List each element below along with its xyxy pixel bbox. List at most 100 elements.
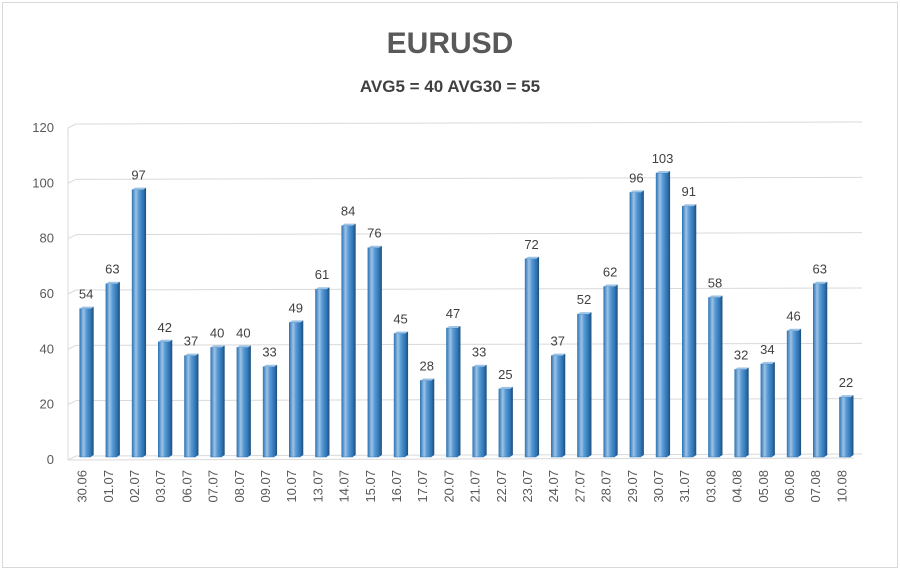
bar	[813, 281, 828, 458]
bar-top	[289, 320, 304, 323]
bar-top	[813, 281, 828, 284]
bar	[655, 171, 671, 458]
bar-front	[682, 205, 694, 458]
bar-top	[367, 245, 382, 248]
y-tick-label: 100	[32, 175, 54, 190]
bar	[682, 204, 697, 458]
bar-front	[577, 313, 589, 458]
bar	[498, 386, 513, 458]
x-tick-label: 01.07	[101, 470, 116, 503]
bar-top	[787, 328, 802, 331]
x-axis: 30.06 01.07 02.07 03.07 06.07 07.07 08.07 09.07…	[75, 470, 850, 503]
x-tick-label: 23.07	[520, 470, 535, 503]
bar-side	[693, 204, 697, 457]
bar-top	[158, 339, 173, 342]
gridline	[75, 232, 863, 236]
bar	[158, 339, 173, 458]
y-tick-label: 20	[40, 397, 54, 412]
bar-front	[708, 297, 720, 458]
x-tick-label: 30.07	[651, 470, 666, 503]
gridline	[75, 342, 863, 346]
bar	[551, 353, 566, 458]
bar-top	[839, 395, 854, 398]
x-tick-label: 10.08	[834, 470, 849, 503]
y-axis: 0 20 40 60 80 100 120	[32, 120, 54, 467]
x-tick-label: 03.08	[703, 470, 718, 503]
bar	[786, 328, 802, 458]
bar-side	[274, 364, 278, 457]
bar-front	[158, 341, 170, 458]
bar	[79, 306, 94, 458]
bar-front	[262, 366, 275, 458]
x-tick-label: 21.07	[468, 470, 483, 503]
bar-side	[614, 284, 618, 457]
bar	[603, 284, 618, 458]
bar-top	[446, 325, 461, 328]
bar-top	[551, 353, 566, 356]
y-tick-label: 40	[40, 341, 54, 356]
bar-front	[472, 366, 484, 458]
bar	[315, 287, 330, 458]
bar-top	[472, 364, 487, 367]
bar	[341, 223, 356, 458]
data-label: 37	[551, 334, 565, 349]
bar-top	[577, 312, 592, 315]
x-tick-label: 14.07	[337, 470, 352, 503]
bar	[839, 395, 854, 458]
bar	[105, 281, 120, 458]
x-tick-label: 20.07	[441, 470, 456, 503]
gridline-depth	[67, 178, 77, 184]
bar-front	[367, 247, 380, 458]
x-tick-label: 09.07	[258, 470, 273, 503]
x-tick-label: 24.07	[546, 470, 561, 503]
x-tick-label: 04.08	[730, 470, 745, 503]
bar-side	[169, 339, 173, 457]
bar-top	[263, 364, 278, 367]
data-label: 47	[446, 306, 460, 321]
bar-top	[315, 287, 330, 290]
gridline	[75, 121, 863, 125]
x-tick-label: 31.07	[677, 470, 692, 503]
bar	[577, 312, 592, 458]
bar-side	[405, 331, 409, 457]
gridline-depth	[67, 234, 77, 240]
floor-edge	[67, 457, 855, 461]
bar-top	[603, 284, 618, 287]
data-label: 37	[184, 334, 198, 349]
x-tick-label: 10.07	[284, 470, 299, 503]
bar-side	[850, 395, 854, 457]
bar-side	[378, 245, 382, 457]
bar-top	[394, 331, 409, 334]
bar	[524, 256, 540, 458]
x-tick-label: 15.07	[363, 470, 378, 503]
chart-title: EURUSD	[386, 27, 514, 60]
x-tick-label: 08.07	[232, 470, 247, 503]
bar-side	[326, 287, 330, 457]
data-labels: 54 63 97 42 37 40 40 33 49 61 84 76 45 28 47 33 25 72 37 52…	[79, 151, 853, 390]
data-label: 61	[315, 267, 329, 282]
bar-side	[509, 386, 513, 457]
gridline-depth	[67, 400, 77, 406]
data-label: 25	[498, 367, 512, 382]
data-label: 49	[289, 300, 303, 315]
data-label: 33	[472, 345, 486, 360]
bar	[131, 187, 147, 458]
x-tick-label: 28.07	[599, 470, 614, 503]
bar	[446, 325, 461, 458]
bar-top	[498, 386, 513, 389]
gridline	[75, 176, 863, 180]
y-tick-label: 60	[40, 286, 54, 301]
data-label: 40	[236, 325, 250, 340]
bar-front	[79, 308, 91, 458]
data-label: 33	[262, 345, 276, 360]
bar-front	[551, 355, 563, 458]
bar-front	[420, 380, 432, 458]
bar-top	[656, 171, 671, 174]
bar-front	[734, 369, 746, 458]
x-tick-label: 30.06	[75, 470, 90, 503]
x-tick-label: 22.07	[494, 470, 509, 503]
y-tick-label: 80	[40, 231, 54, 246]
bar-side	[195, 353, 199, 457]
bar	[262, 364, 278, 458]
